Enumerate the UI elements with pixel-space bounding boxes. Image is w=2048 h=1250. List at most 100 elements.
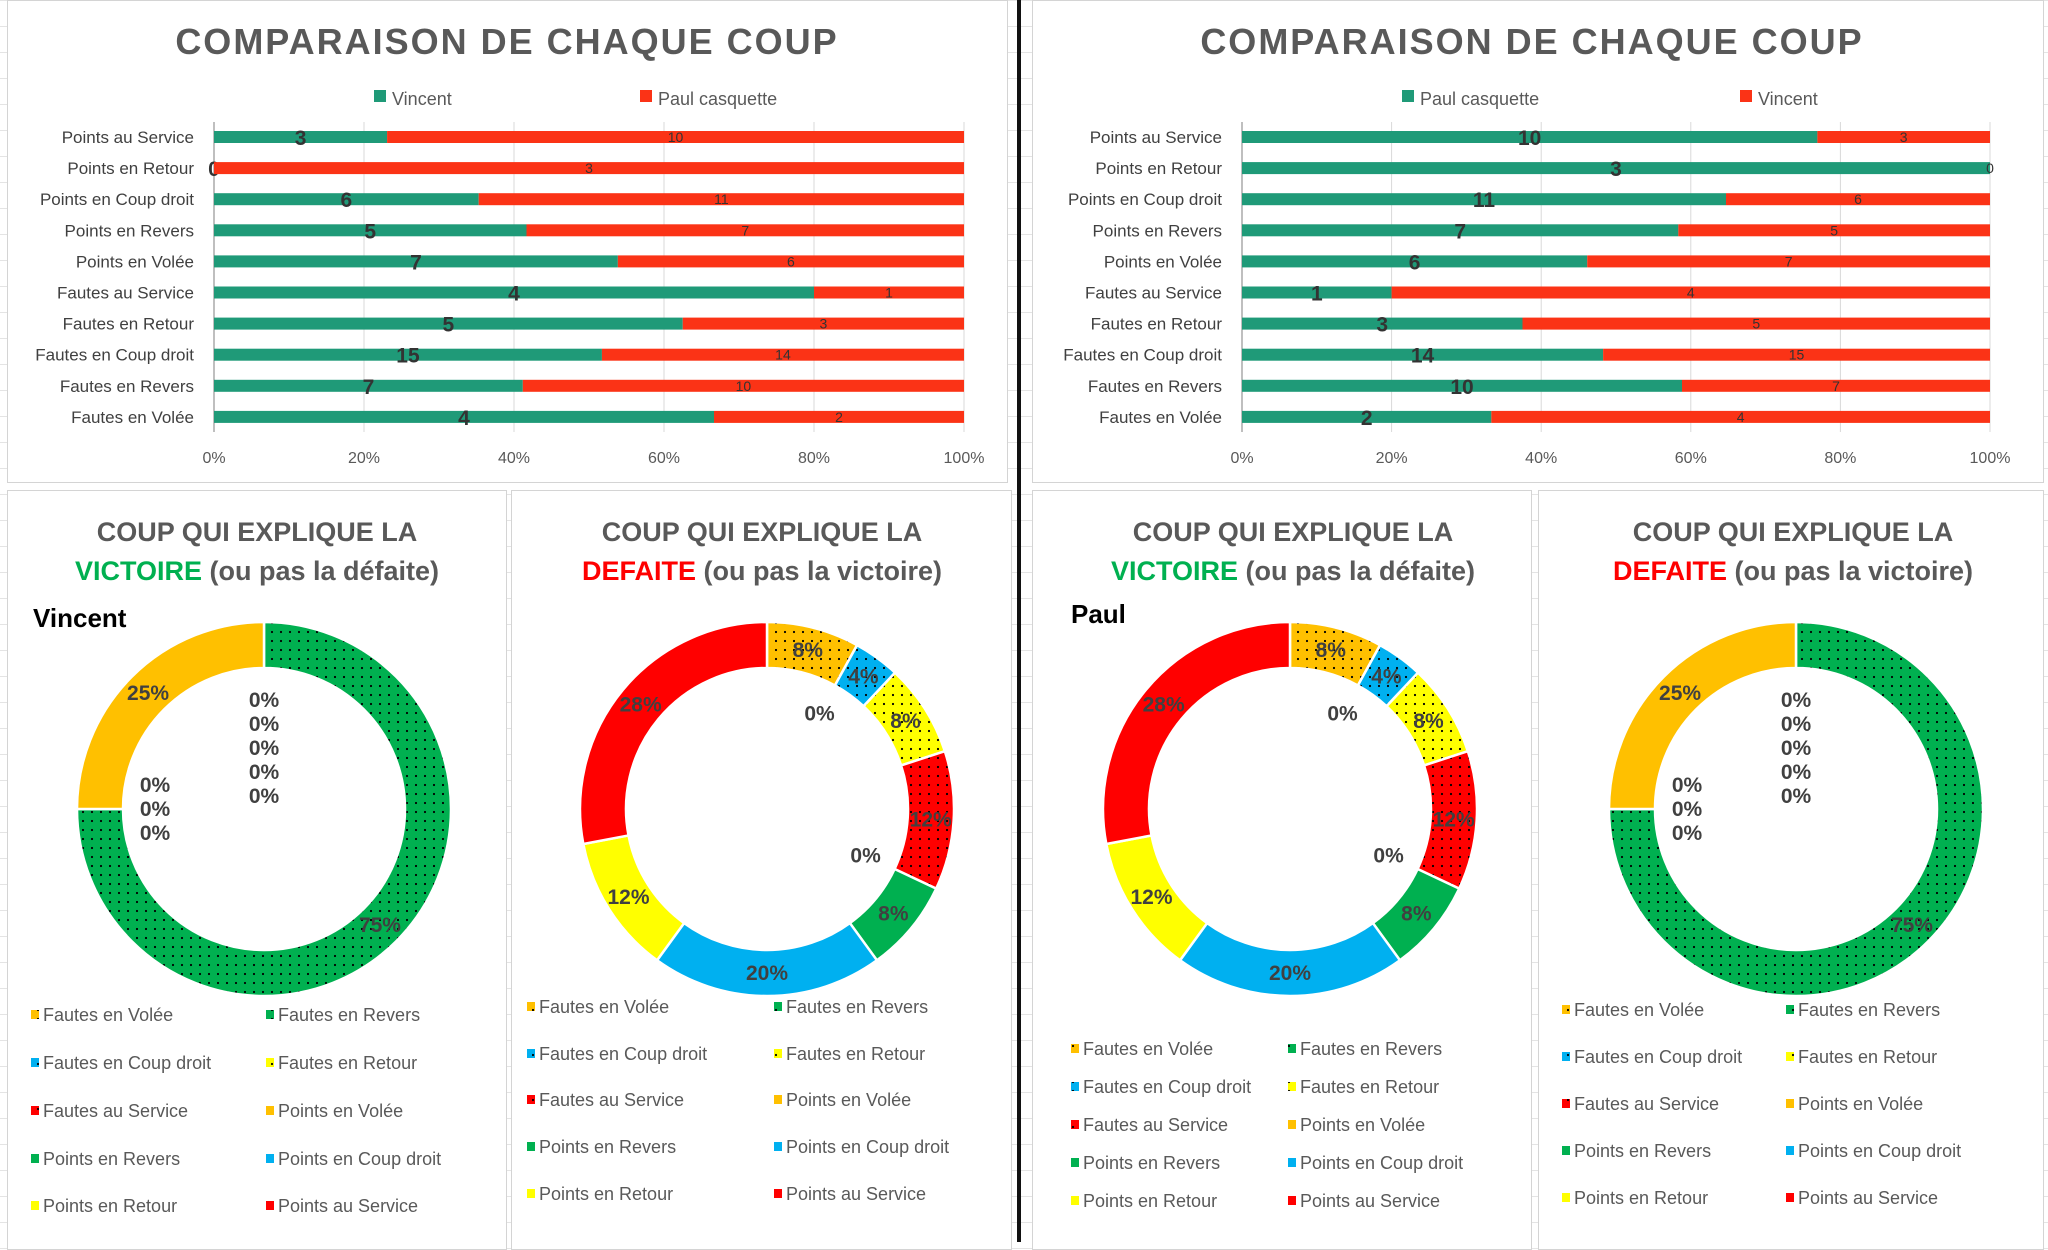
- bar-segment[interactable]: [214, 193, 479, 206]
- donut-data-label-zero: 0%: [1781, 713, 1812, 736]
- legend-label: Points en Retour: [1083, 1191, 1217, 1211]
- bar-segment[interactable]: [1678, 224, 1990, 237]
- bar-segment[interactable]: [214, 224, 527, 237]
- legend-swatch: [774, 1095, 782, 1104]
- data-label: 7: [1832, 378, 1840, 394]
- data-label: 10: [1518, 127, 1541, 150]
- legend-swatch: [527, 1142, 535, 1151]
- legend-swatch: [1786, 1146, 1794, 1155]
- legend-label: Points en Coup droit: [1300, 1153, 1463, 1173]
- bar-chart-panel-vincent[interactable]: [7, 0, 1008, 483]
- donut-data-label: 8%: [1401, 903, 1432, 926]
- bar-chart-panel-paul[interactable]: [1032, 0, 2044, 483]
- data-label: 10: [736, 378, 752, 394]
- legend-swatch: [266, 1010, 274, 1019]
- bar-segment[interactable]: [526, 224, 965, 237]
- bar-segment[interactable]: [1726, 193, 1990, 206]
- legend-swatch: [774, 1189, 782, 1198]
- bar-segment[interactable]: [214, 162, 964, 175]
- donut-data-label: 20%: [746, 962, 788, 985]
- bar-segment[interactable]: [1391, 286, 1990, 299]
- donut-slice[interactable]: [75, 620, 453, 998]
- donut-slice[interactable]: [1101, 620, 1292, 846]
- legend-label: Points en Volée: [786, 1090, 911, 1110]
- bar-segment[interactable]: [1587, 255, 1990, 268]
- legend-swatch: [1402, 90, 1414, 102]
- bar-segment[interactable]: [214, 379, 523, 392]
- bar-segment[interactable]: [1682, 379, 1990, 392]
- donut-slice[interactable]: [1178, 921, 1402, 998]
- sheet-divider: [1017, 0, 1021, 1242]
- legend-swatch: [527, 1189, 535, 1198]
- bar-segment[interactable]: [814, 286, 964, 299]
- data-label: 5: [443, 314, 455, 337]
- chart-title: COMPARAISON DE CHAQUE COUP: [1200, 21, 1863, 62]
- category-label: Fautes en Revers: [1088, 377, 1222, 396]
- bar-segment[interactable]: [1491, 410, 1990, 423]
- donut-chart: COUP QUI EXPLIQUE LA DEFAITE (ou pas la v…: [1562, 517, 1985, 1208]
- legend-swatch: [774, 1002, 782, 1011]
- bar-segment[interactable]: [478, 193, 964, 206]
- bar-chart: COMPARAISON DE CHAQUE COUP Vincent Paul ca…: [35, 21, 984, 467]
- bar-segment[interactable]: [214, 410, 714, 423]
- bar-segment[interactable]: [1242, 348, 1604, 361]
- bar-segment[interactable]: [387, 131, 965, 143]
- donut-data-label: 12%: [608, 886, 650, 909]
- bar-segment[interactable]: [1242, 410, 1492, 423]
- bar-segment[interactable]: [1522, 317, 1991, 330]
- donut-slice[interactable]: [1607, 620, 1798, 811]
- data-label: 7: [410, 251, 422, 274]
- data-label: 15: [396, 345, 420, 368]
- donut-slice[interactable]: [655, 921, 879, 998]
- category-label: Fautes en Volée: [1099, 408, 1222, 427]
- bar-segment[interactable]: [1242, 317, 1523, 330]
- legend-label: Points en Revers: [43, 1149, 180, 1169]
- bar-segment[interactable]: [214, 255, 618, 268]
- donut-slice[interactable]: [75, 620, 266, 811]
- donut-data-label-zero: 0%: [1781, 761, 1812, 784]
- bar-segment[interactable]: [682, 317, 964, 330]
- bar-segment[interactable]: [1242, 224, 1679, 237]
- legend-swatch: [1071, 1044, 1079, 1053]
- bar-segment[interactable]: [1242, 286, 1392, 299]
- bar-segment[interactable]: [1242, 193, 1726, 206]
- bar-segment[interactable]: [1817, 131, 1990, 143]
- bar-segment[interactable]: [1242, 162, 1990, 175]
- legend-swatch: [1786, 1099, 1794, 1108]
- donut-slice[interactable]: [1607, 620, 1985, 998]
- legend-label: Paul casquette: [658, 89, 777, 109]
- bar-segment[interactable]: [1603, 348, 1990, 361]
- bar-segment[interactable]: [714, 410, 964, 423]
- x-tick-label: 60%: [648, 450, 680, 467]
- bar-segment[interactable]: [601, 348, 964, 361]
- legend-label: Fautes en Revers: [1798, 1000, 1940, 1020]
- bar-segment[interactable]: [617, 255, 964, 268]
- legend-label: Fautes en Volée: [539, 997, 669, 1017]
- bar-segment[interactable]: [214, 348, 602, 361]
- legend-swatch: [1288, 1044, 1296, 1053]
- legend-label: Fautes au Service: [539, 1090, 684, 1110]
- bar-segment[interactable]: [214, 286, 814, 299]
- legend-label: Fautes en Revers: [786, 997, 928, 1017]
- data-label: 10: [1450, 376, 1473, 399]
- data-label: 5: [364, 220, 376, 243]
- legend-swatch: [1288, 1158, 1296, 1167]
- data-label: 7: [741, 222, 749, 238]
- data-label: 4: [1737, 409, 1745, 425]
- bar-segment[interactable]: [214, 131, 388, 143]
- bar-segment[interactable]: [1242, 131, 1818, 143]
- x-tick-label: 40%: [1525, 450, 1557, 467]
- data-label: 14: [1411, 345, 1435, 368]
- x-tick-label: 80%: [798, 450, 830, 467]
- legend-swatch: [31, 1154, 39, 1163]
- donut-title-line1: COUP QUI EXPLIQUE LA: [602, 517, 923, 547]
- bar-segment[interactable]: [1242, 255, 1588, 268]
- title-rest: (ou pas la victoire): [696, 556, 942, 586]
- data-label: 7: [363, 376, 375, 399]
- bar-segment[interactable]: [1242, 379, 1682, 392]
- donut-slice[interactable]: [578, 620, 769, 846]
- legend-swatch: [1562, 1052, 1570, 1061]
- legend-label: Fautes au Service: [1083, 1115, 1228, 1135]
- bar-segment[interactable]: [214, 317, 683, 330]
- bar-segment[interactable]: [522, 379, 964, 392]
